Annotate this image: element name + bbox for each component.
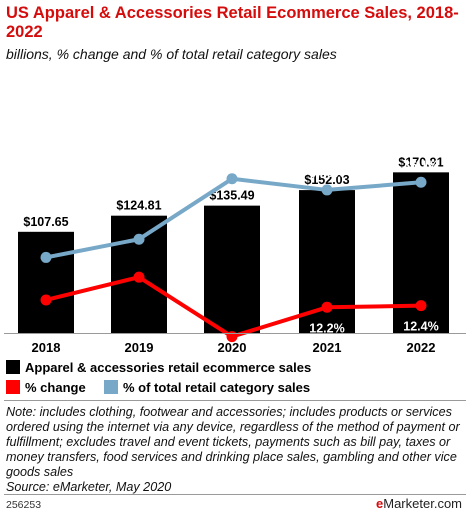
- pct-of-total-point-2022: [415, 176, 427, 188]
- x-tick-2019: 2019: [125, 340, 154, 355]
- chart-id: 256253: [6, 499, 42, 511]
- bar-label-2022: $170.91: [398, 155, 443, 169]
- pct-change-point-2019: [133, 271, 145, 283]
- pct-change-point-2018: [40, 294, 52, 306]
- source-text: Source: eMarketer, May 2020: [6, 480, 172, 494]
- brand-suffix: .com: [433, 496, 462, 511]
- brand-name: Marketer: [383, 496, 434, 511]
- pct-change-point-2021: [321, 301, 333, 313]
- x-tick-2018: 2018: [32, 340, 61, 355]
- x-tick-2022: 2022: [407, 340, 436, 355]
- brand-prefix: e: [376, 496, 384, 511]
- bar-label-2019: $124.81: [116, 199, 161, 213]
- bar-label-2021: $152.03: [304, 173, 349, 187]
- pct-change-label-2018: 13.1%: [28, 312, 63, 326]
- brand-logo: eMarketer.com: [376, 496, 462, 511]
- chart-note: Note: includes clothing, footwear and ac…: [6, 405, 464, 495]
- pct-change-label-2020: 8.6%: [218, 350, 247, 364]
- legend-swatch-pct-of-total: [104, 380, 118, 394]
- legend-swatch-sales: [6, 360, 20, 374]
- pct-of-total-label-2022: 36.1%: [403, 158, 438, 172]
- pct-change-label-2022: 12.4%: [403, 320, 438, 334]
- pct-of-total-label-2021: 34.8%: [309, 166, 344, 180]
- legend-label-sales: Apparel & accessories retail ecommerce s…: [25, 360, 311, 375]
- legend-swatch-change: [6, 380, 20, 394]
- legend-label-change: % change: [25, 380, 86, 395]
- pct-of-total-point-2019: [133, 233, 145, 245]
- legend-label-pct-of-total: % of total retail category sales: [123, 380, 310, 395]
- bar-label-2020: $135.49: [209, 189, 254, 203]
- pct-change-point-2022: [415, 300, 427, 312]
- chart-title: US Apparel & Accessories Retail Ecommerc…: [6, 4, 459, 41]
- footer-divider: [4, 494, 466, 495]
- pct-of-total-label-2018: 23.3%: [28, 233, 63, 247]
- bar-2020: [204, 205, 260, 333]
- pct-of-total-label-2020: 36.7%: [214, 155, 249, 169]
- pct-change-label-2019: 15.9%: [121, 288, 156, 302]
- note-text: Note: includes clothing, footwear and ac…: [6, 405, 460, 479]
- pct-change-label-2021: 12.2%: [309, 321, 344, 335]
- bar-label-2018: $107.65: [23, 215, 68, 229]
- pct-of-total-point-2020: [226, 173, 238, 185]
- pct-of-total-point-2018: [40, 251, 52, 263]
- bar-2018: [18, 231, 74, 333]
- chart-subtitle: billions, % change and % of total retail…: [6, 46, 337, 62]
- pct-of-total-point-2021: [321, 184, 333, 196]
- x-tick-2021: 2021: [313, 340, 342, 355]
- divider: [4, 400, 466, 401]
- chart: $107.65 $124.81 $135.49 $152.03 $170.91 23.3%…: [4, 155, 466, 395]
- pct-of-total-label-2019: 26.4%: [121, 215, 156, 229]
- x-tick-2020: 2020: [218, 340, 247, 355]
